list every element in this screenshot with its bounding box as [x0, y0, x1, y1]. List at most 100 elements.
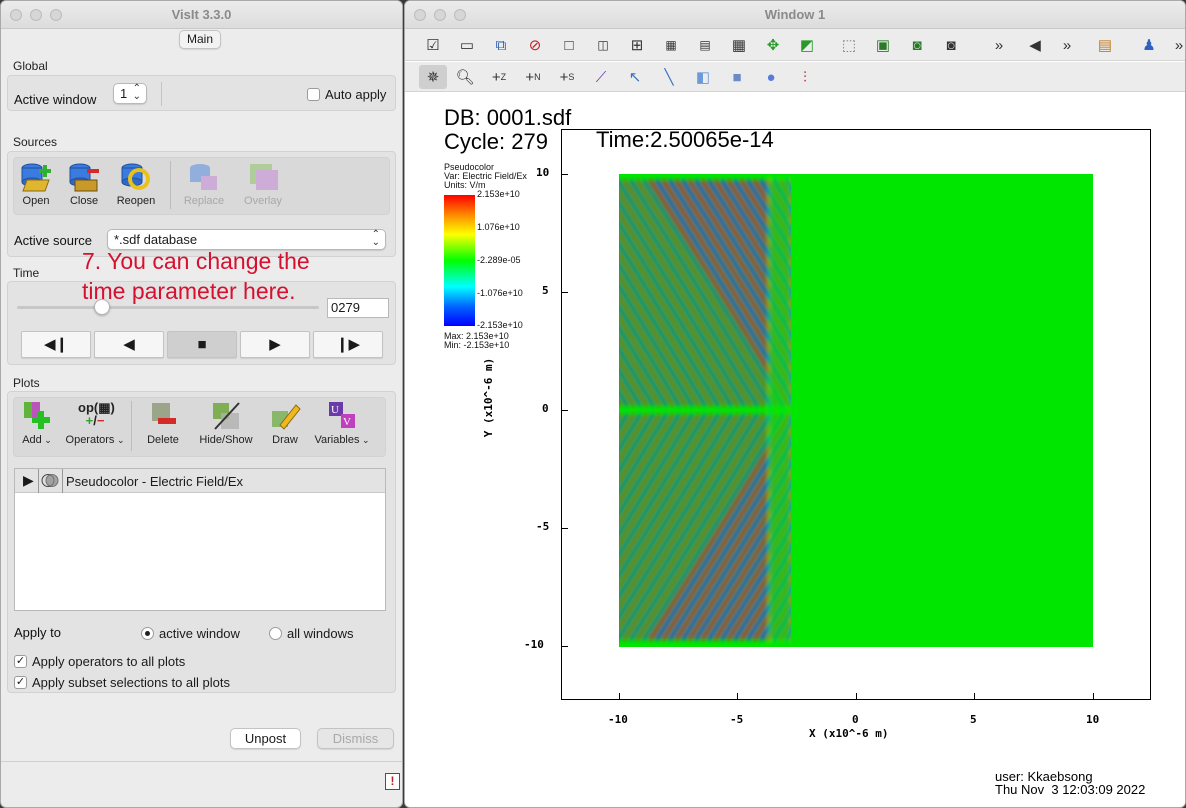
layout-1x2-icon[interactable]: ◫	[597, 38, 609, 52]
apply-subset-checkbox[interactable]: ✓ Apply subset selections to all plots	[14, 675, 230, 690]
apply-operators-checkbox[interactable]: ✓ Apply operators to all plots	[14, 654, 186, 669]
layout-2x4-icon[interactable]: ▤	[699, 38, 711, 52]
overlay-icon	[246, 162, 280, 192]
more-icon[interactable]: »	[1174, 36, 1184, 54]
navigate-icon[interactable]: ✵	[419, 65, 447, 89]
close-window-button[interactable]	[414, 9, 426, 21]
step-back-button[interactable]: ◀❙	[21, 331, 91, 358]
user-icon[interactable]: ♟	[1142, 37, 1156, 54]
save-image-icon[interactable]: ◙	[946, 36, 956, 54]
replace-button[interactable]: Replace	[181, 162, 227, 207]
radio-active-window[interactable]: active window	[141, 626, 240, 641]
3d-view-icon[interactable]: ⬚	[841, 37, 857, 54]
close-window-button[interactable]	[10, 9, 22, 21]
field-wavefront	[619, 413, 720, 580]
play-button[interactable]: ▶	[240, 331, 310, 358]
dismiss-button[interactable]: Dismiss	[317, 728, 394, 749]
radio-active-dot[interactable]	[141, 627, 154, 640]
x-tick: 5	[970, 713, 977, 726]
axis-restrict-icon[interactable]: ⫶	[803, 68, 807, 86]
plane-tool-icon[interactable]: ◧	[695, 69, 711, 86]
user-annotation: user: Kkaebsong	[995, 769, 1093, 784]
y-tickmark	[561, 528, 568, 529]
zoom-window-button[interactable]	[50, 9, 62, 21]
delete-plot-button[interactable]: Delete	[141, 401, 185, 446]
step-back-icon[interactable]: ◀	[1029, 37, 1041, 54]
field-wavefront	[681, 462, 791, 641]
add-plot-button[interactable]: Add ⌄	[15, 401, 59, 446]
checkmark-icon[interactable]: ✓	[14, 655, 27, 668]
pick-z-icon[interactable]: + Z	[491, 68, 507, 86]
active-source-dropdown[interactable]: *.sdf database ⌃ ⌄	[107, 229, 386, 250]
layout-1x1-icon[interactable]: □	[564, 36, 574, 54]
slider-knob[interactable]	[94, 299, 110, 315]
minimize-window-button[interactable]	[30, 9, 42, 21]
delete-window-icon[interactable]: ⊘	[528, 37, 542, 54]
main-titlebar[interactable]: VisIt 3.3.0	[1, 1, 402, 29]
check-window-icon[interactable]: ☑	[426, 37, 440, 54]
pick-s-icon[interactable]: + S	[559, 68, 575, 86]
pick-icon[interactable]: ↖	[628, 69, 642, 86]
hide-show-button[interactable]: Hide/Show	[195, 401, 257, 446]
more-icon[interactable]: »	[1062, 36, 1072, 54]
radio-all-windows[interactable]: all windows	[269, 626, 353, 641]
spin-icon[interactable]: ✥	[766, 37, 780, 54]
new-window-icon[interactable]: ▭	[459, 37, 475, 54]
sphere-tool-icon[interactable]: ●	[766, 68, 776, 86]
more-icon[interactable]: »	[994, 36, 1004, 54]
checkmark-icon[interactable]: ✓	[14, 676, 27, 689]
reopen-button[interactable]: Reopen	[113, 162, 159, 207]
field-wavefront	[619, 272, 701, 407]
play-reverse-button[interactable]: ◀	[94, 331, 164, 358]
unpost-button[interactable]: Unpost	[230, 728, 301, 749]
radio-all-dot[interactable]	[269, 627, 282, 640]
time-slider[interactable]	[17, 297, 319, 317]
layout-2x3-icon[interactable]: ▦	[665, 38, 677, 52]
auto-apply-checkbox[interactable]: Auto apply	[307, 87, 386, 102]
plot-list-item[interactable]: ▶ Pseudocolor - Electric Field/Ex	[15, 469, 385, 493]
open-button[interactable]: Open	[15, 162, 57, 207]
camera-icon[interactable]: ◙	[912, 36, 922, 54]
pick-n-icon[interactable]: + N	[525, 68, 541, 86]
layout-3x3-icon[interactable]: ▦	[731, 37, 747, 54]
vis-canvas[interactable]: DB: 0001.sdf Cycle: 279 Pseudocolor Var:…	[405, 93, 1185, 807]
annotation-icon[interactable]: ▤	[1097, 37, 1113, 54]
viewer-titlebar[interactable]: Window 1	[405, 1, 1185, 29]
close-button[interactable]: Close	[63, 162, 105, 207]
field-wavefront	[619, 324, 668, 407]
stop-button[interactable]: ■	[167, 331, 237, 358]
expand-triangle-icon[interactable]: ▶	[23, 472, 34, 488]
line-tool-icon[interactable]: ╲	[664, 69, 674, 86]
film-icon[interactable]: ▣	[875, 37, 891, 54]
legend-var: Var: Electric Field/Ex	[444, 171, 527, 181]
window-controls	[10, 9, 62, 21]
field-wavefront	[720, 525, 791, 641]
warning-icon[interactable]: !	[385, 773, 400, 790]
y-tickmark	[561, 174, 568, 175]
y-tick: 10	[536, 166, 550, 179]
time-value-field[interactable]: 0279	[327, 298, 389, 318]
field-wavefront	[619, 282, 694, 407]
field-front-edge	[769, 174, 791, 647]
plot-visibility-icon[interactable]	[41, 473, 59, 488]
legend-label-2: 1.076e+10	[477, 222, 520, 232]
overlay-button[interactable]: Overlay	[239, 162, 287, 207]
x-tick: 10	[1086, 713, 1100, 726]
plot-list[interactable]: ▶ Pseudocolor - Electric Field/Ex	[14, 468, 386, 611]
clone-window-icon[interactable]: ⧉	[495, 36, 507, 54]
lineout-icon[interactable]: ⟋	[595, 68, 607, 86]
operators-button[interactable]: op(▦) +/− Operators ⌄	[65, 400, 125, 446]
minimize-window-button[interactable]	[434, 9, 446, 21]
perspective-icon[interactable]: ◩	[799, 37, 815, 54]
layout-2x2-icon[interactable]: ⊞	[630, 37, 644, 54]
field-wavefront	[629, 413, 772, 641]
tab-main[interactable]: Main	[179, 30, 221, 49]
draw-button[interactable]: Draw	[265, 401, 305, 446]
box-tool-icon[interactable]: ■	[732, 68, 742, 86]
zoom-icon[interactable]: 🔍︎	[455, 69, 475, 86]
active-window-spinner[interactable]: 1 ⌃ ⌄	[113, 83, 147, 104]
auto-apply-box[interactable]	[307, 88, 320, 101]
step-forward-button[interactable]: ❙▶	[313, 331, 383, 358]
zoom-window-button[interactable]	[454, 9, 466, 21]
